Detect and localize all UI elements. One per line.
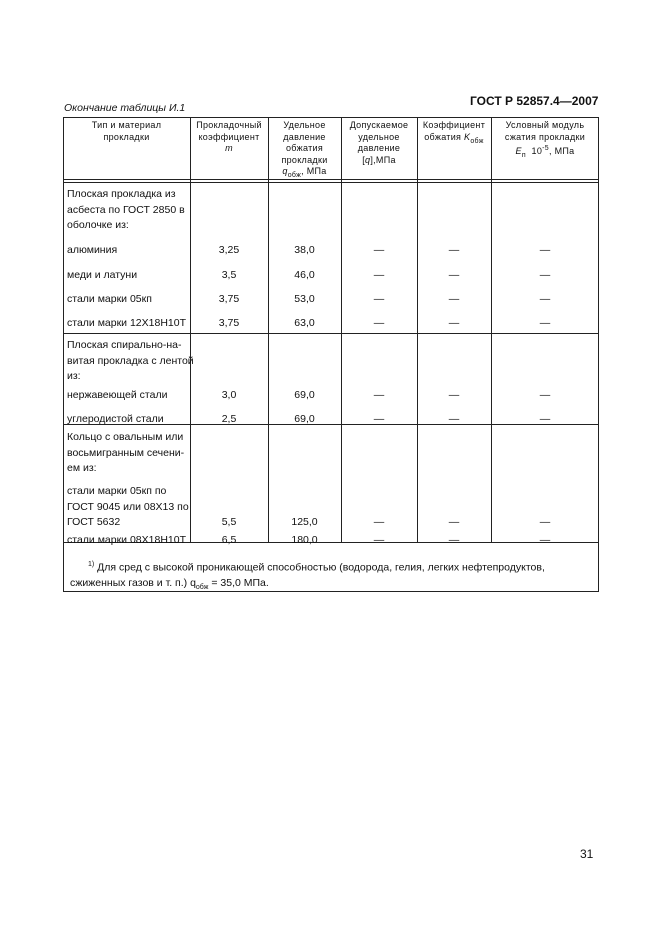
table-caption: Окончание таблицы И.1 — [64, 102, 186, 114]
data-table — [63, 117, 599, 592]
column-divider — [341, 117, 342, 542]
column-header: Коэффициент обжатия Kобж — [422, 120, 486, 145]
cell-qa: — — [373, 317, 385, 329]
material-name: стали марки 05кп по ГОСТ 9045 или 08Х13 п… — [67, 485, 189, 528]
material-name: нержавеющей стали — [67, 389, 168, 401]
cell-qa: — — [373, 244, 385, 256]
cell-qa: — — [373, 534, 385, 546]
group-divider — [63, 333, 599, 334]
column-divider — [491, 117, 492, 542]
material-name: стали марки 05кп — [67, 293, 152, 305]
footnote-text: Для сред с высокой проникающей способнос… — [70, 561, 545, 589]
cell-m: 6,5 — [221, 534, 237, 546]
cell-q: 38,0 — [294, 244, 315, 256]
column-header: Удельное давление обжатия прокладки qобж, МП… — [281, 120, 328, 179]
cell-m: 2,5 — [221, 413, 237, 425]
cell-m: 3,5 — [221, 269, 237, 281]
column-header: Прокладочный коэффициент m — [196, 120, 262, 153]
group-title: Кольцо с овальным или восьмигранным сечен… — [67, 431, 185, 474]
column-header: Условный модуль сжатия прокладки Eп 10-5, … — [504, 120, 586, 159]
material-name: стали марки 08Х18Н10Т — [67, 534, 187, 546]
cell-q: 46,0 — [294, 269, 315, 281]
material-name: меди и латуни — [67, 269, 138, 281]
cell-qa: — — [373, 269, 385, 281]
group-divider — [63, 424, 599, 425]
cell-m: 5,5 — [221, 516, 237, 528]
cell-k: — — [448, 534, 460, 546]
column-divider — [190, 117, 191, 542]
cell-k: — — [448, 244, 460, 256]
cell-m: 3,25 — [218, 244, 240, 256]
cell-m: 3,75 — [218, 293, 240, 305]
column-header: Тип и материал прокладки — [91, 120, 162, 142]
cell-qa: — — [373, 516, 385, 528]
cell-k: — — [448, 293, 460, 305]
cell-q: 125,0 — [291, 516, 318, 528]
column-divider — [268, 117, 269, 542]
cell-k: — — [448, 413, 460, 425]
footnote-tail: = 35,0 МПа. — [208, 576, 269, 589]
cell-e: — — [539, 413, 551, 425]
footnote: 1) Для сред с высокой проникающей способ… — [70, 557, 592, 595]
cell-qa: — — [373, 389, 385, 401]
group-title: Плоская прокладка из асбеста по ГОСТ 2850… — [67, 188, 185, 231]
table-rule — [63, 542, 599, 543]
footnote-mark: 1) — [88, 561, 95, 568]
cell-qa: — — [373, 293, 385, 305]
cell-q: 53,0 — [294, 293, 315, 305]
cell-q: 69,0 — [294, 413, 315, 425]
cell-k: — — [448, 516, 460, 528]
cell-m: 3,0 — [221, 389, 237, 401]
page-number: 31 — [580, 847, 594, 861]
cell-q: 63,0 — [294, 317, 315, 329]
material-name: алюминия — [67, 244, 118, 256]
header-rule — [63, 182, 599, 183]
header-rule — [63, 179, 599, 180]
column-divider — [417, 117, 418, 542]
material-name: углеродистой стали — [67, 413, 164, 425]
footnote-sub: обж — [195, 583, 209, 591]
cell-e: — — [539, 516, 551, 528]
column-header: Допускаемое удельное давление [q],МПа — [349, 120, 409, 165]
material-name: стали марки 12Х18Н10Т — [67, 317, 187, 329]
cell-e: — — [539, 269, 551, 281]
cell-q: 69,0 — [294, 389, 315, 401]
cell-k: — — [448, 317, 460, 329]
cell-k: — — [448, 269, 460, 281]
cell-e: — — [539, 244, 551, 256]
cell-k: — — [448, 389, 460, 401]
cell-e: — — [539, 293, 551, 305]
cell-qa: — — [373, 413, 385, 425]
cell-e: — — [539, 389, 551, 401]
group-title: Плоская спирально-на-витая прокладка с л… — [67, 339, 194, 382]
cell-q: 180,0 — [291, 534, 318, 546]
standard-number: ГОСТ Р 52857.4—2007 — [470, 94, 599, 108]
cell-e: — — [539, 534, 551, 546]
cell-m: 3,75 — [218, 317, 240, 329]
cell-e: — — [539, 317, 551, 329]
